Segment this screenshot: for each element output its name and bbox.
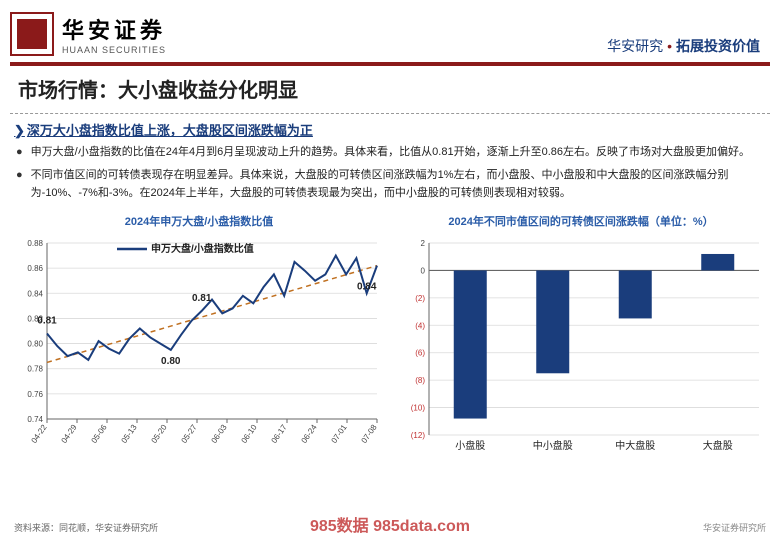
svg-text:06-03: 06-03 [210, 423, 229, 445]
svg-text:05-27: 05-27 [180, 423, 199, 445]
footer-right: 华安证券研究所 [703, 521, 766, 534]
svg-text:申万大盘/小盘指数比值: 申万大盘/小盘指数比值 [151, 242, 254, 255]
svg-text:05-06: 05-06 [90, 423, 109, 445]
svg-text:小盘股: 小盘股 [455, 439, 485, 452]
chart-ratio: 2024年申万大盘/小盘指数比值 0.740.760.780.800.820.8… [12, 213, 386, 463]
svg-text:(8): (8) [415, 376, 425, 385]
slogan-b: 拓展投资价值 [676, 38, 760, 54]
header: 华安证券 HUAAN SECURITIES 华安研究•拓展投资价值 [0, 0, 780, 62]
svg-text:04-29: 04-29 [60, 423, 79, 445]
header-slogan: 华安研究•拓展投资价值 [607, 36, 760, 56]
svg-text:06-24: 06-24 [300, 423, 319, 445]
para-2: 不同市值区间的可转债表现存在明显差异。具体来说，大盘股的可转债区间涨跌幅为1%左… [31, 166, 762, 203]
page-title: 市场行情：大小盘收益分化明显 [0, 66, 780, 113]
logo-icon [10, 12, 54, 56]
svg-text:大盘股: 大盘股 [703, 439, 733, 452]
svg-text:0.74: 0.74 [27, 415, 43, 424]
para-1: 申万大盘/小盘指数的比值在24年4月到6月呈现波动上升的趋势。具体来看，比值从0… [31, 143, 750, 162]
svg-text:0.80: 0.80 [161, 356, 181, 367]
svg-text:(4): (4) [415, 321, 425, 330]
logo-en: HUAAN SECURITIES [62, 45, 166, 55]
svg-text:中大盘股: 中大盘股 [615, 439, 655, 452]
dot-icon: • [667, 38, 672, 54]
footer-watermark: 985数据 985data.com [310, 512, 470, 536]
svg-text:0.80: 0.80 [27, 340, 43, 349]
svg-text:06-10: 06-10 [240, 423, 259, 445]
svg-text:0.81: 0.81 [192, 293, 212, 304]
chart1-title: 2024年申万大盘/小盘指数比值 [125, 213, 274, 229]
logo-cn: 华安证券 [62, 13, 166, 45]
logo: 华安证券 HUAAN SECURITIES [10, 12, 166, 56]
svg-text:0.88: 0.88 [27, 239, 43, 248]
dash-rule [10, 113, 770, 114]
svg-text:0.76: 0.76 [27, 390, 43, 399]
footer-source: 资料来源：同花顺，华安证券研究所 [14, 521, 158, 534]
section-subhead: 深万大小盘指数比值上涨，大盘股区间涨跌幅为正 [0, 120, 780, 143]
svg-text:0.84: 0.84 [27, 289, 43, 298]
body-text: ●申万大盘/小盘指数的比值在24年4月到6月呈现波动上升的趋势。具体来看，比值从… [0, 143, 780, 203]
svg-text:0: 0 [421, 266, 426, 275]
svg-text:04-22: 04-22 [30, 423, 49, 445]
svg-text:(6): (6) [415, 349, 425, 358]
slogan-a: 华安研究 [607, 38, 663, 54]
chart2-svg: (12) (10) (8) (6) (4) (2) 0 2 小盘股 中小盘股 中大盘股 大盘股 [395, 233, 767, 463]
charts-row: 2024年申万大盘/小盘指数比值 0.740.760.780.800.820.8… [0, 207, 780, 463]
svg-text:07-01: 07-01 [330, 423, 349, 445]
svg-text:0.84: 0.84 [357, 281, 377, 292]
svg-text:0.78: 0.78 [27, 365, 43, 374]
svg-text:(2): (2) [415, 294, 425, 303]
svg-text:0.86: 0.86 [27, 264, 43, 273]
chart-bars: 2024年不同市值区间的可转债区间涨跌幅（单位：%） (12) (10) (8) (6… [394, 213, 768, 463]
svg-text:05-20: 05-20 [150, 423, 169, 445]
chart2-title: 2024年不同市值区间的可转债区间涨跌幅（单位：%） [448, 213, 713, 229]
svg-text:05-13: 05-13 [120, 423, 139, 445]
chart1-svg: 0.740.760.780.800.820.840.860.8804-2204-… [13, 233, 385, 463]
svg-text:07-08: 07-08 [360, 423, 379, 445]
svg-text:(12): (12) [411, 431, 426, 440]
svg-text:06-17: 06-17 [270, 423, 289, 445]
svg-text:(10): (10) [411, 404, 426, 413]
svg-text:2: 2 [421, 239, 426, 248]
svg-text:中小盘股: 中小盘股 [533, 439, 573, 452]
svg-text:0.81: 0.81 [37, 316, 57, 327]
